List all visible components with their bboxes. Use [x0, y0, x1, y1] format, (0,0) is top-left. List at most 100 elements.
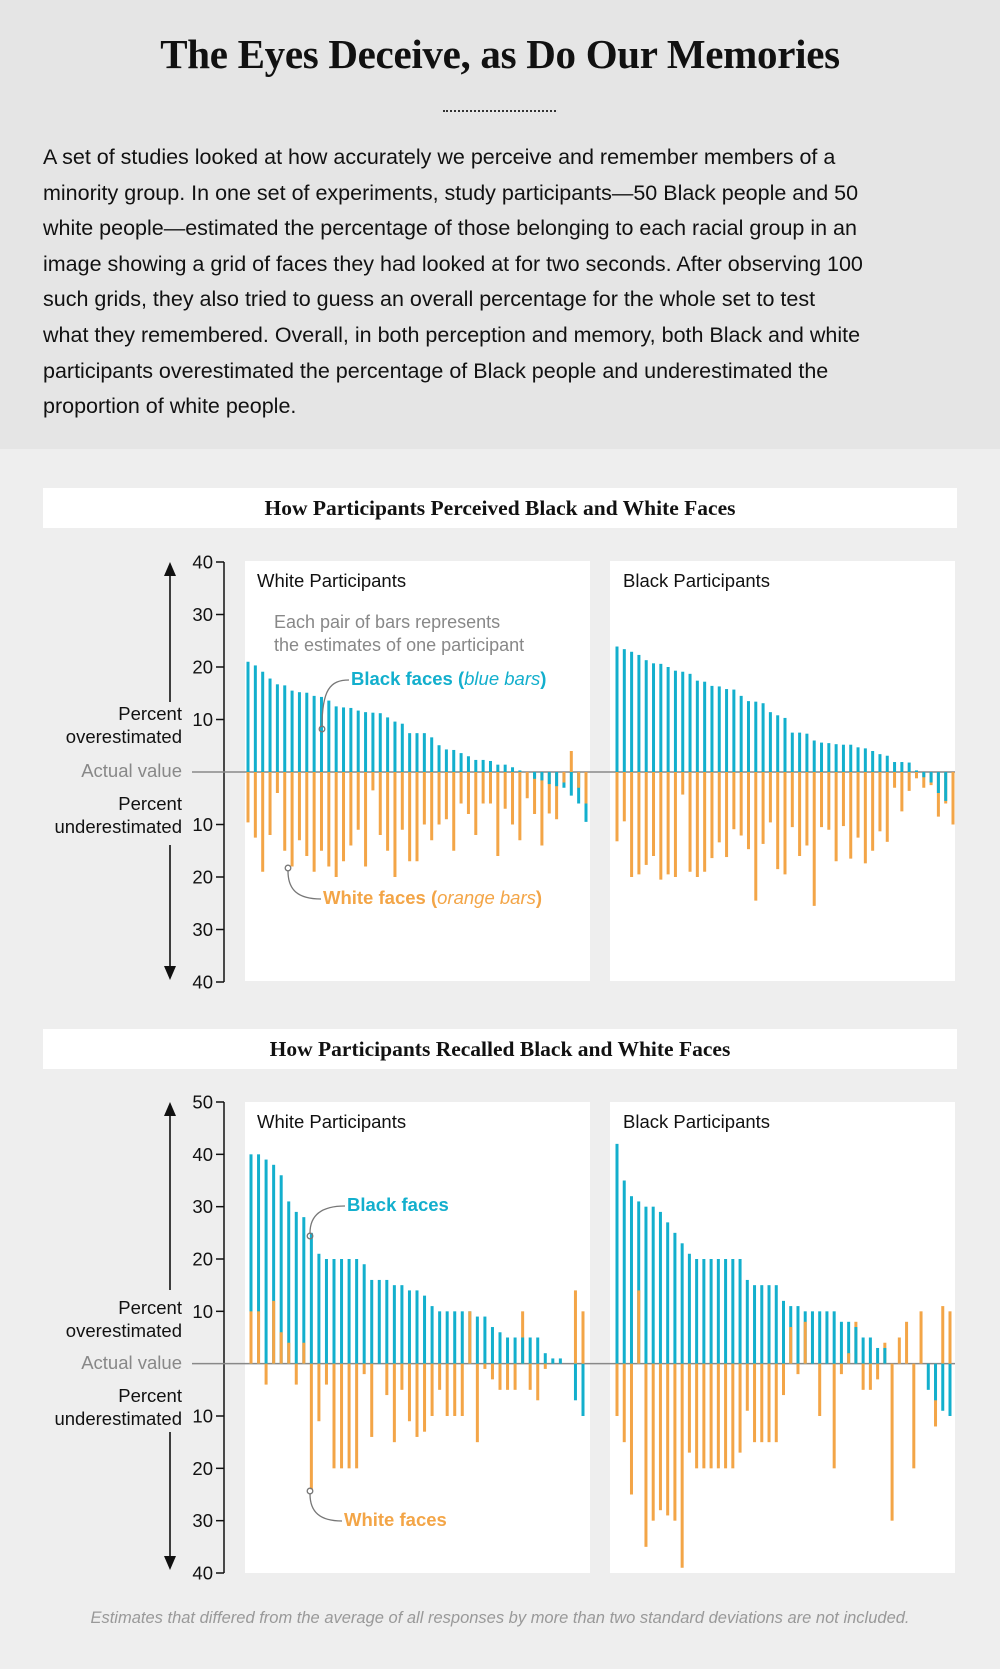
bar-white-faces — [349, 772, 353, 846]
bar-white-faces — [731, 1363, 735, 1469]
bar-white-faces — [584, 772, 588, 804]
y-label-over-1: Percent — [118, 1297, 182, 1318]
bar-black-faces — [423, 1295, 427, 1364]
bar-black-faces — [774, 1285, 778, 1364]
bar-black-faces — [695, 680, 699, 772]
bar-black-faces — [536, 1337, 540, 1364]
bar-white-faces — [818, 1363, 822, 1416]
legend-black-faces-paren: blue bars — [464, 668, 541, 689]
bar-white-faces — [272, 1300, 276, 1364]
bar-white-faces — [890, 1363, 894, 1521]
bar-white-faces — [533, 772, 537, 814]
bar-white-faces — [264, 1363, 268, 1385]
bar-white-faces — [629, 1363, 633, 1495]
bar-black-faces — [673, 1232, 677, 1364]
pointer-black-faces — [309, 1205, 346, 1234]
bar-black-faces — [644, 1206, 648, 1364]
bar-white-faces — [782, 1363, 785, 1396]
bar-black-faces — [658, 1211, 662, 1364]
bar-white-faces — [309, 1363, 313, 1490]
bar-white-faces — [849, 772, 853, 859]
bar-black-faces — [849, 744, 853, 772]
bar-white-faces — [423, 1363, 427, 1432]
bar-black-faces — [290, 690, 294, 772]
bar-black-faces — [407, 1290, 411, 1364]
bar-white-faces — [562, 772, 566, 783]
bar-white-faces — [279, 1332, 283, 1364]
bar-white-faces — [897, 1337, 901, 1364]
arrow-down-icon — [164, 1556, 176, 1570]
bar-white-faces — [460, 1363, 464, 1416]
intro-line: such grids, they also tried to guess an … — [43, 287, 816, 312]
bar-black-faces — [294, 1211, 298, 1364]
bar-white-faces — [511, 772, 515, 825]
bar-black-faces — [754, 701, 758, 772]
bar-black-faces — [543, 1353, 547, 1364]
bar-white-faces — [283, 772, 287, 851]
y-label-over-2: overestimated — [65, 726, 182, 747]
bar-black-faces — [378, 713, 382, 772]
bar-white-faces — [856, 772, 860, 838]
bar-white-faces — [474, 772, 478, 835]
intro-line: what they remembered. Overall, in both p… — [43, 322, 861, 347]
bar-white-faces — [356, 772, 360, 830]
legend-white-faces: White faces — [344, 1509, 447, 1530]
bar-white-faces — [496, 772, 500, 856]
bar-black-faces — [637, 1201, 641, 1364]
bar-white-faces — [415, 772, 419, 862]
bar-white-faces — [615, 772, 619, 842]
bar-black-faces — [883, 1347, 887, 1364]
legend-white-faces-paren: orange bars — [437, 887, 536, 908]
bar-white-faces — [483, 1363, 487, 1369]
bar-black-faces — [798, 732, 802, 772]
bar-black-faces — [249, 1154, 253, 1364]
baseline-label: Actual value — [81, 1352, 182, 1373]
bar-white-faces — [385, 1363, 389, 1396]
bar-white-faces — [378, 772, 382, 835]
bar-white-faces — [622, 1363, 626, 1443]
bar-black-faces — [644, 660, 648, 772]
bar-white-faces — [249, 1311, 253, 1364]
bar-white-faces — [332, 1363, 336, 1469]
bar-white-faces — [637, 772, 641, 875]
pointer-dot — [306, 1232, 314, 1240]
bar-white-faces — [622, 772, 626, 822]
bar-black-faces — [528, 1337, 532, 1364]
bar-black-faces — [782, 1300, 785, 1364]
bar-black-faces — [716, 1259, 720, 1364]
bar-white-faces — [253, 772, 257, 838]
bar-white-faces — [812, 772, 816, 906]
bar-black-faces — [622, 649, 626, 772]
bar-black-faces — [681, 671, 685, 772]
bar-black-faces — [847, 1321, 851, 1364]
bar-white-faces — [438, 1363, 442, 1390]
bar-white-faces — [681, 772, 685, 795]
y-tick-label: 10 — [192, 814, 213, 835]
bar-black-faces — [309, 1232, 313, 1364]
bar-white-faces — [761, 772, 765, 844]
bar-black-faces — [796, 1306, 800, 1364]
chart-title-recalled: How Participants Recalled Black and Whit… — [43, 1029, 957, 1069]
bar-white-faces — [796, 1363, 800, 1375]
bar-black-faces — [558, 1358, 562, 1364]
bar-black-faces — [731, 1259, 735, 1364]
bar-black-faces — [827, 743, 831, 772]
bar-black-faces — [841, 744, 845, 772]
bar-black-faces — [386, 717, 390, 772]
bar-white-faces — [868, 1363, 872, 1390]
bar-white-faces — [914, 772, 918, 779]
header — [0, 0, 1000, 449]
bar-black-faces — [392, 1285, 396, 1364]
bar-black-faces — [812, 740, 816, 772]
bar-black-faces — [305, 692, 309, 772]
bar-black-faces — [818, 1311, 822, 1364]
bar-black-faces — [297, 692, 301, 772]
pointer-dot — [306, 1487, 314, 1495]
bar-black-faces — [856, 747, 860, 772]
bar-white-faces — [893, 772, 897, 788]
bar-white-faces — [340, 1363, 344, 1469]
bar-black-faces — [511, 767, 515, 772]
bar-black-faces — [275, 684, 279, 772]
bar-black-faces — [324, 1259, 328, 1364]
